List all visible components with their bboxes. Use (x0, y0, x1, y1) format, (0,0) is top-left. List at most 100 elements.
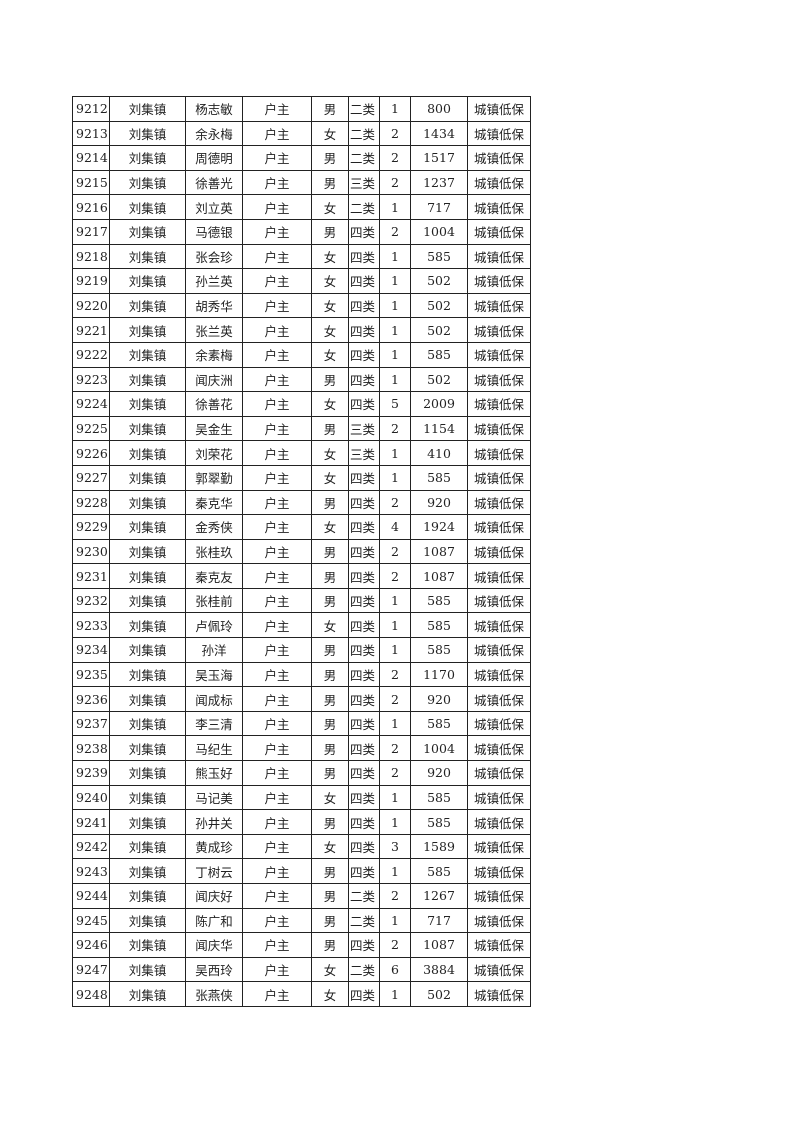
name-cell: 闻庆华 (185, 932, 243, 958)
relation-cell: 户主 (242, 661, 312, 688)
relation-cell: 户主 (242, 440, 312, 466)
category-cell: 四类 (348, 391, 380, 417)
category-cell: 四类 (348, 587, 380, 614)
aid-type-cell: 城镇低保 (467, 883, 531, 909)
amount-cell: 502 (410, 292, 468, 319)
relation-cell: 户主 (242, 760, 312, 786)
category-cell: 四类 (348, 218, 380, 245)
aid-type-cell: 城镇低保 (467, 145, 531, 171)
gender-cell: 男 (311, 538, 349, 565)
aid-type-cell: 城镇低保 (467, 341, 531, 368)
amount-cell: 1087 (410, 932, 468, 958)
category-cell: 三类 (348, 169, 380, 196)
row-number-cell: 9233 (72, 612, 110, 639)
amount-cell: 920 (410, 686, 468, 712)
amount-cell: 1154 (410, 415, 468, 442)
aid-type-cell: 城镇低保 (467, 587, 531, 614)
row-number-cell: 9240 (72, 784, 110, 811)
aid-type-cell: 城镇低保 (467, 686, 531, 712)
name-cell: 余永梅 (185, 120, 243, 147)
gender-cell: 男 (311, 883, 349, 909)
relation-cell: 户主 (242, 710, 312, 737)
table-row: 9212 刘集镇 杨志敏 户主男二类 1 800 城镇低保 (72, 96, 531, 122)
relation-cell: 户主 (242, 391, 312, 417)
town-cell: 刘集镇 (109, 907, 186, 934)
gender-cell: 男 (311, 145, 349, 171)
row-number-cell: 9232 (72, 587, 110, 614)
row-number-cell: 9222 (72, 341, 110, 368)
amount-cell: 585 (410, 341, 468, 368)
aid-type-cell: 城镇低保 (467, 710, 531, 737)
category-cell: 四类 (348, 612, 380, 639)
gender-cell: 女 (311, 243, 349, 270)
name-cell: 胡秀华 (185, 292, 243, 319)
row-number-cell: 9242 (72, 833, 110, 860)
household-size-cell: 2 (379, 735, 411, 762)
household-size-cell: 2 (379, 883, 411, 909)
town-cell: 刘集镇 (109, 120, 186, 147)
household-size-cell: 1 (379, 981, 411, 1007)
amount-cell: 502 (410, 268, 468, 294)
household-size-cell: 1 (379, 809, 411, 835)
town-cell: 刘集镇 (109, 169, 186, 196)
household-size-cell: 5 (379, 391, 411, 417)
household-size-cell: 1 (379, 341, 411, 368)
relation-cell: 户主 (242, 218, 312, 245)
aid-type-cell: 城镇低保 (467, 661, 531, 688)
household-size-cell: 2 (379, 760, 411, 786)
amount-cell: 502 (410, 317, 468, 343)
household-size-cell: 2 (379, 145, 411, 171)
relation-cell: 户主 (242, 194, 312, 220)
gender-cell: 女 (311, 341, 349, 368)
household-size-cell: 2 (379, 686, 411, 712)
row-number-cell: 9223 (72, 366, 110, 393)
gender-cell: 男 (311, 907, 349, 934)
name-cell: 张兰英 (185, 317, 243, 343)
gender-cell: 女 (311, 317, 349, 343)
amount-cell: 585 (410, 784, 468, 811)
amount-cell: 585 (410, 243, 468, 270)
gender-cell: 男 (311, 710, 349, 737)
aid-type-cell: 城镇低保 (467, 366, 531, 393)
aid-type-cell: 城镇低保 (467, 96, 531, 122)
household-size-cell: 1 (379, 637, 411, 663)
relation-cell: 户主 (242, 292, 312, 319)
amount-cell: 585 (410, 809, 468, 835)
row-number-cell: 9247 (72, 956, 110, 983)
town-cell: 刘集镇 (109, 514, 186, 540)
table-row: 9244 刘集镇 闻庆好 户主男二类 2 1267 城镇低保 (72, 883, 531, 909)
row-number-cell: 9241 (72, 809, 110, 835)
category-cell: 二类 (348, 907, 380, 934)
town-cell: 刘集镇 (109, 760, 186, 786)
town-cell: 刘集镇 (109, 833, 186, 860)
town-cell: 刘集镇 (109, 96, 186, 122)
relation-cell: 户主 (242, 637, 312, 663)
town-cell: 刘集镇 (109, 341, 186, 368)
town-cell: 刘集镇 (109, 563, 186, 589)
household-size-cell: 1 (379, 710, 411, 737)
relation-cell: 户主 (242, 858, 312, 884)
town-cell: 刘集镇 (109, 464, 186, 491)
town-cell: 刘集镇 (109, 292, 186, 319)
amount-cell: 585 (410, 637, 468, 663)
gender-cell: 男 (311, 96, 349, 122)
town-cell: 刘集镇 (109, 440, 186, 466)
aid-type-cell: 城镇低保 (467, 514, 531, 540)
amount-cell: 585 (410, 858, 468, 884)
gender-cell: 女 (311, 268, 349, 294)
town-cell: 刘集镇 (109, 956, 186, 983)
row-number-cell: 9246 (72, 932, 110, 958)
gender-cell: 男 (311, 563, 349, 589)
amount-cell: 585 (410, 710, 468, 737)
town-cell: 刘集镇 (109, 587, 186, 614)
row-number-cell: 9226 (72, 440, 110, 466)
relation-cell: 户主 (242, 169, 312, 196)
household-size-cell: 1 (379, 292, 411, 319)
town-cell: 刘集镇 (109, 391, 186, 417)
row-number-cell: 9220 (72, 292, 110, 319)
relation-cell: 户主 (242, 981, 312, 1007)
amount-cell: 1237 (410, 169, 468, 196)
row-number-cell: 9234 (72, 637, 110, 663)
town-cell: 刘集镇 (109, 784, 186, 811)
household-size-cell: 1 (379, 464, 411, 491)
